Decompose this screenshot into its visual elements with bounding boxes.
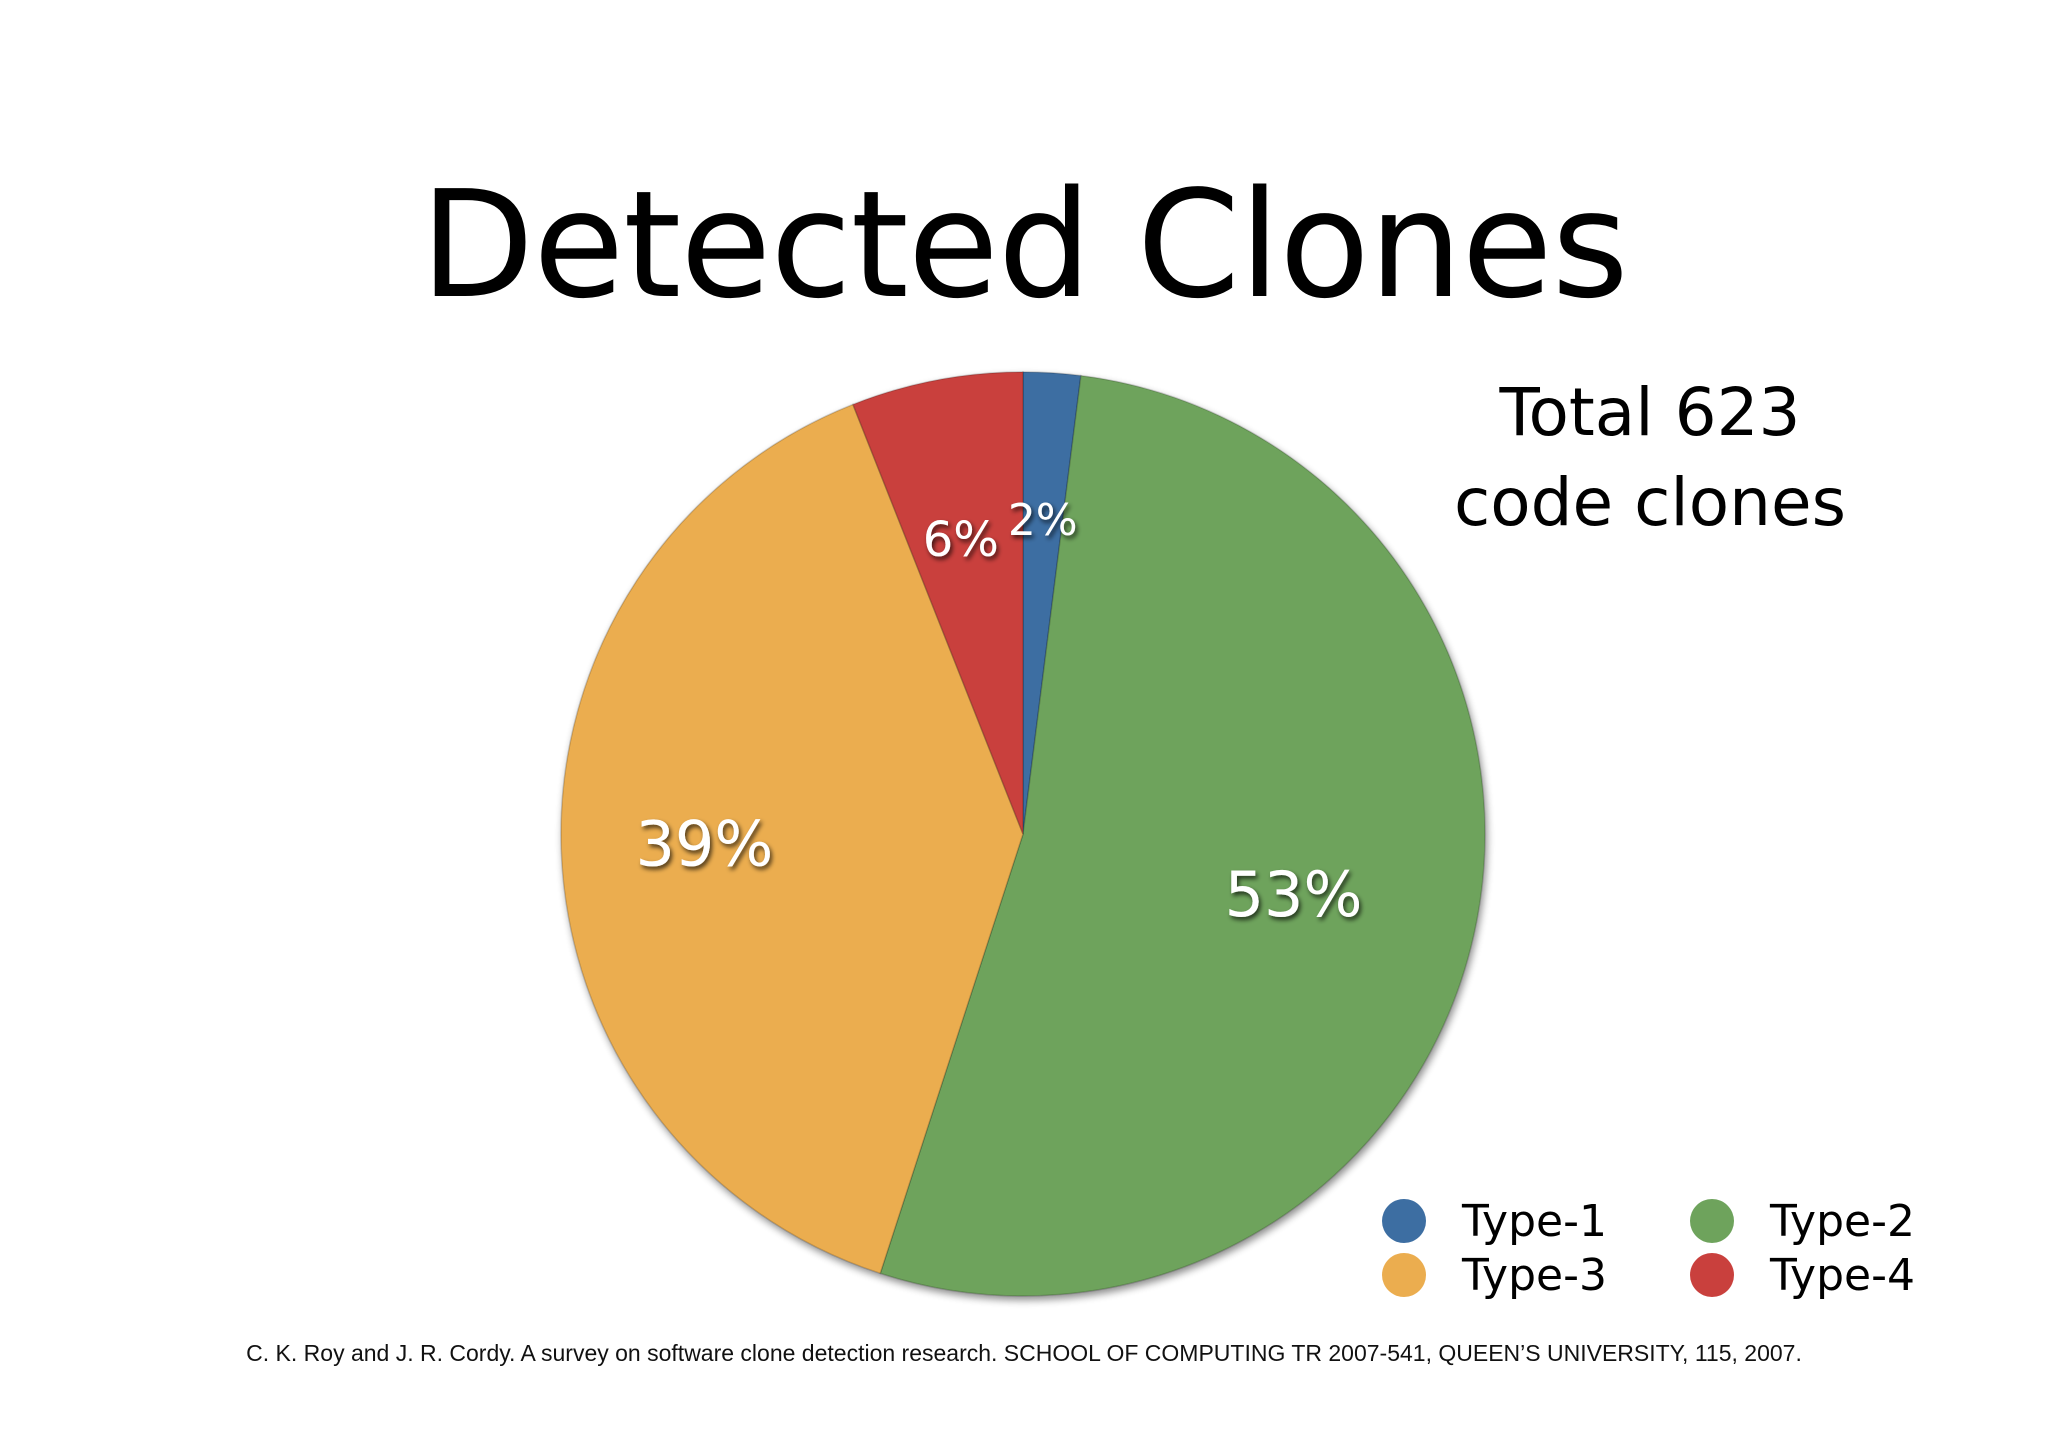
legend-item-type-1: Type-1 <box>1382 1194 1690 1248</box>
legend-swatch-type-3 <box>1382 1253 1426 1297</box>
total-note-line-1: Total 623 <box>1499 374 1801 451</box>
pie-slices <box>560 371 1486 1297</box>
legend-label-type-2: Type-2 <box>1770 1195 1915 1247</box>
legend-swatch-type-1 <box>1382 1199 1426 1243</box>
legend-swatch-type-2 <box>1690 1199 1734 1243</box>
legend-label-type-4: Type-4 <box>1770 1249 1915 1301</box>
total-clones-note: Total 623 code clones <box>1390 368 1910 548</box>
legend-item-type-3: Type-3 <box>1382 1248 1690 1302</box>
total-note-line-2: code clones <box>1454 464 1846 541</box>
pie-label-type-2: 53% <box>1225 858 1363 931</box>
pie-slice-type-3 <box>560 403 1024 1275</box>
pie-label-type-3: 39% <box>635 808 773 881</box>
chart-title: Detected Clones <box>420 159 1629 331</box>
citation: C. K. Roy and J. R. Cordy. A survey on s… <box>246 1340 1802 1366</box>
pie-label-type-1: 2% <box>1008 495 1078 546</box>
pie-slice-type-4 <box>851 371 1024 835</box>
legend: Type-1 Type-2 Type-3 Type-4 <box>1382 1194 1942 1302</box>
legend-item-type-4: Type-4 <box>1690 1248 1942 1302</box>
legend-swatch-type-4 <box>1690 1253 1734 1297</box>
legend-item-type-2: Type-2 <box>1690 1194 1942 1248</box>
pie-slice-labels: 2% 53% 39% 6% <box>635 495 1362 931</box>
legend-label-type-1: Type-1 <box>1462 1195 1607 1247</box>
pie-label-type-4: 6% <box>923 512 999 568</box>
legend-label-type-3: Type-3 <box>1462 1249 1607 1301</box>
pie-slice-type-2 <box>879 374 1486 1297</box>
